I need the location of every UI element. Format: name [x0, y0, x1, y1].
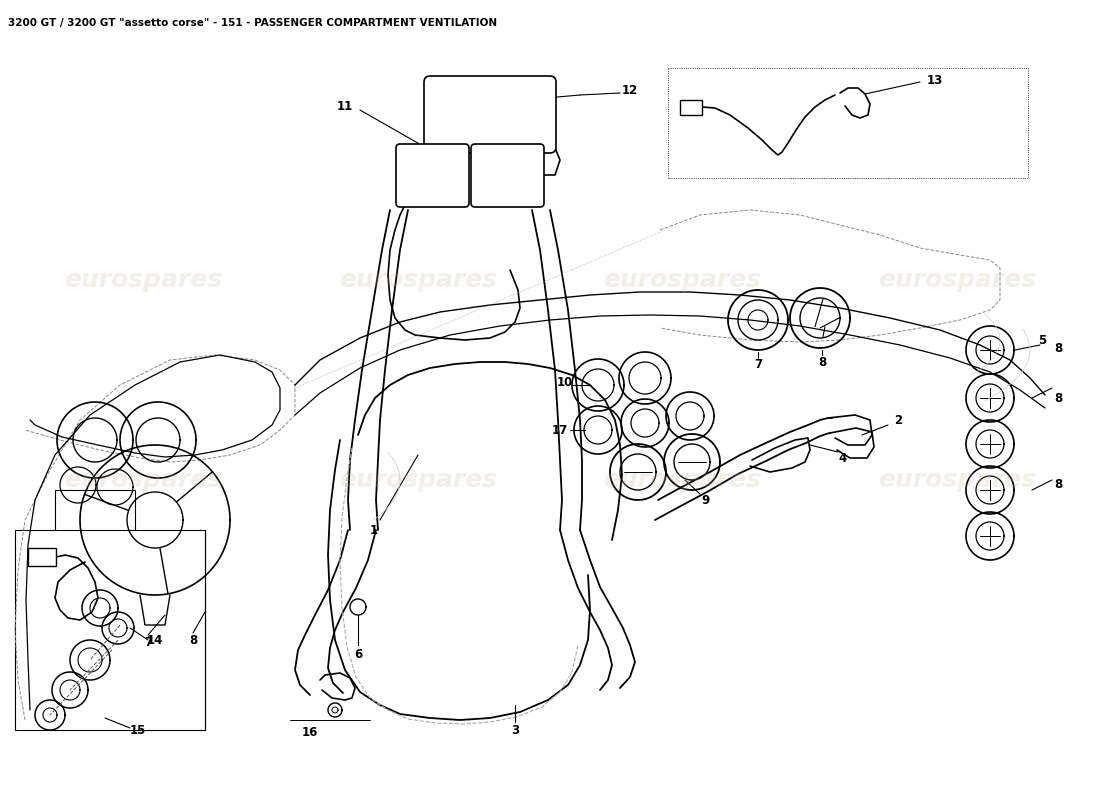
Text: eurospares: eurospares	[878, 268, 1036, 292]
Bar	[668, 68, 1028, 178]
Text: eurospares: eurospares	[339, 468, 497, 492]
Text: 13: 13	[927, 74, 943, 86]
Text: 8: 8	[1054, 478, 1063, 491]
Bar	[680, 100, 702, 115]
FancyBboxPatch shape	[396, 144, 469, 207]
Text: 8: 8	[1054, 342, 1063, 354]
Text: eurospares: eurospares	[339, 268, 497, 292]
Text: 7: 7	[754, 358, 762, 371]
Text: 6: 6	[354, 649, 362, 662]
Bar	[55, 490, 135, 535]
Text: 3200 GT / 3200 GT "assetto corse" - 151 - PASSENGER COMPARTMENT VENTILATION: 3200 GT / 3200 GT "assetto corse" - 151 …	[8, 18, 497, 28]
FancyBboxPatch shape	[424, 76, 556, 153]
Text: 3: 3	[510, 723, 519, 737]
Text: eurospares: eurospares	[64, 268, 222, 292]
Text: 15: 15	[130, 723, 146, 737]
Text: eurospares: eurospares	[603, 268, 761, 292]
Text: 8: 8	[189, 634, 197, 646]
Text: 4: 4	[839, 451, 847, 465]
Bar	[15, 530, 205, 730]
Text: 7: 7	[144, 635, 152, 649]
Text: 5: 5	[1038, 334, 1046, 346]
Bar	[28, 548, 56, 566]
Text: 2: 2	[894, 414, 902, 426]
Text: 12: 12	[621, 83, 638, 97]
Text: 9: 9	[701, 494, 710, 506]
Text: eurospares: eurospares	[64, 468, 222, 492]
Text: 17: 17	[552, 423, 568, 437]
Text: eurospares: eurospares	[878, 468, 1036, 492]
Text: 1: 1	[370, 523, 378, 537]
FancyBboxPatch shape	[471, 144, 544, 207]
Text: eurospares: eurospares	[603, 468, 761, 492]
Text: 14: 14	[146, 634, 163, 646]
Text: 16: 16	[301, 726, 318, 738]
Text: 8: 8	[818, 355, 826, 369]
Text: 11: 11	[337, 101, 353, 114]
Text: 10: 10	[557, 375, 573, 389]
Text: 8: 8	[1054, 391, 1063, 405]
